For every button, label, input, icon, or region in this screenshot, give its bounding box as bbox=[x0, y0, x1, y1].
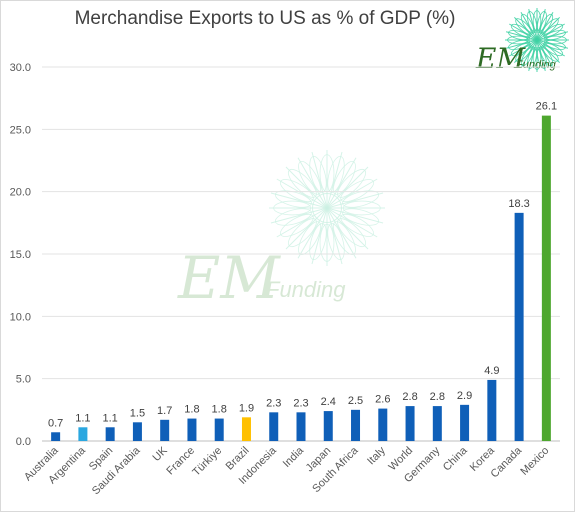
x-tick-label: UK bbox=[151, 444, 171, 464]
bar bbox=[323, 411, 333, 441]
y-tick-label: 0.0 bbox=[16, 436, 31, 448]
bar bbox=[487, 379, 497, 441]
data-label: 2.4 bbox=[321, 396, 336, 408]
logo-rosette-icon bbox=[505, 8, 569, 72]
data-label: 2.8 bbox=[402, 391, 417, 403]
bar bbox=[269, 412, 279, 441]
bars bbox=[51, 115, 551, 442]
bar bbox=[405, 406, 415, 441]
data-label: 2.5 bbox=[348, 395, 363, 407]
y-axis: 0.0 5.0 10.0 15.0 20.0 25.0 30.0 bbox=[10, 62, 31, 448]
bar bbox=[160, 419, 170, 441]
data-label: 2.9 bbox=[457, 390, 472, 402]
data-label: 1.8 bbox=[184, 404, 199, 416]
watermark-funding-text: Funding bbox=[266, 277, 346, 302]
x-tick-label: Canada bbox=[488, 444, 524, 480]
logo-funding-text: Funding bbox=[516, 59, 557, 71]
bar bbox=[187, 418, 197, 441]
data-label: 2.3 bbox=[266, 397, 281, 409]
y-tick-label: 30.0 bbox=[10, 62, 31, 74]
data-label: 18.3 bbox=[508, 198, 529, 210]
bar bbox=[51, 432, 61, 441]
bar bbox=[105, 427, 115, 441]
x-tick-label: Italy bbox=[365, 444, 388, 467]
data-label: 1.9 bbox=[239, 402, 254, 414]
data-label: 1.5 bbox=[130, 407, 145, 419]
bar bbox=[241, 417, 251, 441]
brand-logo: EM Funding bbox=[475, 8, 569, 75]
bar bbox=[78, 427, 88, 441]
data-label: 2.3 bbox=[293, 397, 308, 409]
y-tick-label: 25.0 bbox=[10, 124, 31, 136]
data-label: 2.8 bbox=[430, 391, 445, 403]
bar bbox=[514, 212, 524, 441]
bar bbox=[541, 115, 551, 442]
data-label: 1.1 bbox=[75, 412, 90, 424]
watermark-logo: EM Funding bbox=[177, 150, 385, 312]
bar bbox=[214, 418, 224, 441]
data-label: 1.7 bbox=[157, 405, 172, 417]
data-label: 1.8 bbox=[212, 404, 227, 416]
bar bbox=[378, 408, 388, 441]
logo-em-text: EM bbox=[475, 42, 526, 75]
watermark-rosette-icon bbox=[269, 150, 385, 266]
bar bbox=[432, 406, 442, 441]
bar bbox=[296, 412, 306, 441]
data-label: 26.1 bbox=[536, 101, 557, 113]
chart-title: Merchandise Exports to US as % of GDP (%… bbox=[74, 8, 456, 29]
y-tick-label: 15.0 bbox=[10, 249, 31, 261]
y-tick-label: 5.0 bbox=[16, 374, 31, 386]
x-tick-label: China bbox=[441, 444, 470, 473]
x-tick-label: Saudi Arabia bbox=[90, 444, 143, 497]
data-label: 4.9 bbox=[484, 365, 499, 377]
value-labels: 0.7 1.1 1.1 1.5 1.7 1.8 1.8 1.9 2.3 2.3 2.4 2.5 2.6 2… bbox=[48, 101, 557, 430]
x-tick-label: Türkiye bbox=[190, 445, 224, 479]
data-label: 1.1 bbox=[103, 412, 118, 424]
data-label: 2.6 bbox=[375, 394, 390, 406]
y-tick-label: 20.0 bbox=[10, 187, 31, 199]
bar bbox=[132, 422, 142, 441]
data-label: 0.7 bbox=[48, 417, 63, 429]
x-tick-label: Mexico bbox=[518, 445, 551, 478]
bar bbox=[460, 404, 470, 441]
gridlines bbox=[42, 66, 560, 442]
bar bbox=[351, 409, 361, 441]
y-tick-label: 10.0 bbox=[10, 311, 31, 323]
watermark-em-text: EM bbox=[177, 244, 281, 312]
